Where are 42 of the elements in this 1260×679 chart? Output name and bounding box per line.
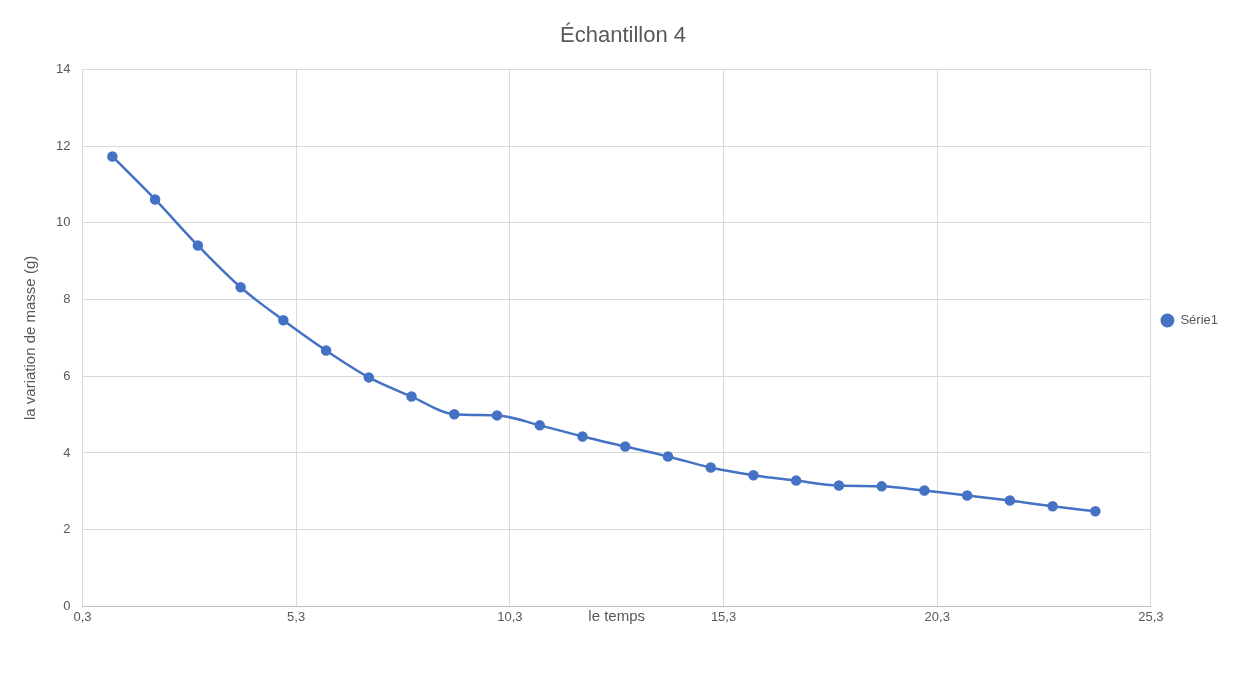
y-tick-label: 12	[55, 137, 71, 153]
point	[235, 282, 246, 293]
point	[278, 315, 289, 326]
y-tick-label: 0	[63, 597, 71, 613]
y-tick-label: 8	[63, 291, 71, 307]
point	[662, 451, 674, 462]
point	[748, 469, 759, 481]
point	[919, 485, 930, 496]
point	[363, 372, 375, 383]
point	[1047, 501, 1058, 512]
point	[192, 240, 204, 251]
point	[790, 475, 802, 486]
point	[619, 441, 631, 452]
x-tick-label: 0,3	[73, 608, 92, 624]
point	[107, 151, 118, 162]
point	[534, 420, 546, 431]
x-tick-label: 20,3	[924, 608, 950, 624]
point	[491, 410, 503, 421]
y-tick-label: 2	[63, 521, 71, 537]
point	[449, 408, 460, 420]
chart-title: Échantillon 4	[560, 22, 686, 48]
legend-label: Série1	[1180, 312, 1218, 328]
x-tick-label: 15,3	[710, 608, 737, 624]
point	[406, 391, 417, 402]
point	[833, 480, 845, 491]
point	[1004, 495, 1016, 506]
point	[705, 462, 716, 473]
y-tick-label: 10	[55, 214, 71, 230]
x-tick-label: 25,3	[1138, 608, 1164, 624]
x-tick-label: 10,3	[497, 608, 523, 624]
point	[876, 481, 887, 492]
y-tick-label: 6	[63, 367, 71, 383]
y-axis-title: la variation de masse (g)	[21, 255, 39, 421]
y-tick-label: 4	[63, 444, 71, 460]
point	[320, 345, 332, 356]
point	[149, 194, 161, 205]
y-tick-label: 14	[55, 60, 71, 76]
point	[1090, 506, 1101, 517]
x-axis-title: le temps	[588, 607, 646, 625]
point	[961, 490, 973, 501]
point	[577, 431, 588, 442]
x-tick-label: 5,3	[287, 608, 306, 624]
